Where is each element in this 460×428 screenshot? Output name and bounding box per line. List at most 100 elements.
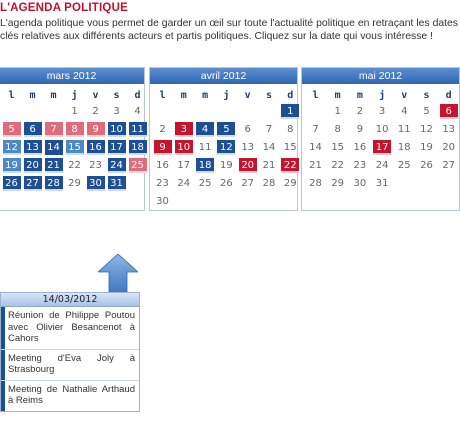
arrow-up-icon bbox=[98, 254, 138, 294]
calendar-day-event[interactable]: 21 bbox=[44, 158, 63, 173]
calendar-day-event[interactable]: 12 bbox=[2, 140, 21, 155]
calendar-day: 30 bbox=[156, 196, 169, 207]
calendar-day: 16 bbox=[156, 160, 169, 171]
calendar-day: 12 bbox=[420, 124, 433, 135]
event-marker bbox=[1, 307, 5, 349]
calendar-day: 22 bbox=[331, 160, 345, 171]
calendar-day: 3 bbox=[378, 106, 386, 117]
weekday-label: m bbox=[180, 90, 187, 101]
selected-date: 14/03/2012 bbox=[1, 293, 139, 307]
calendar-day: 6 bbox=[244, 124, 251, 135]
calendar-day-event[interactable]: 24 bbox=[107, 158, 126, 173]
calendar-day: 26 bbox=[420, 160, 433, 171]
calendar-day: 11 bbox=[198, 142, 212, 153]
calendar-day: 7 bbox=[265, 124, 273, 135]
calendar-day-event[interactable]: 30 bbox=[86, 176, 105, 191]
calendar-day-event[interactable]: 31 bbox=[107, 176, 126, 191]
weekday-label: d bbox=[134, 90, 141, 101]
calendar-day-event[interactable]: 18 bbox=[128, 140, 147, 155]
calendar-day: 26 bbox=[220, 178, 233, 189]
calendar-day: 19 bbox=[420, 142, 433, 153]
calendar-day-event[interactable]: 6 bbox=[439, 104, 458, 119]
month-header: mars 2012 bbox=[0, 68, 144, 84]
calendar-day-event[interactable]: 28 bbox=[44, 176, 63, 191]
calendar-day: 29 bbox=[283, 178, 297, 189]
page-title: L'AGENDA POLITIQUE bbox=[0, 2, 128, 14]
calendar-day-event[interactable]: 20 bbox=[238, 158, 257, 173]
calendar-day-event[interactable]: 6 bbox=[23, 122, 42, 137]
calendar-day-event[interactable]: 14 bbox=[42, 138, 65, 157]
calendar-day: 24 bbox=[375, 160, 389, 171]
calendar-day-event[interactable]: 18 bbox=[196, 158, 215, 173]
event-text: Réunion de Philippe Poutou avec Olivier … bbox=[8, 310, 135, 344]
calendar-day: 23 bbox=[353, 160, 367, 171]
weekday-label: s bbox=[113, 90, 120, 101]
event-text: Meeting de Nathalie Arthaud à Reims bbox=[8, 383, 135, 407]
calendar-day-event[interactable]: 8 bbox=[65, 122, 84, 137]
calendar-day-event[interactable]: 26 bbox=[2, 176, 21, 191]
calendar-day: 27 bbox=[241, 178, 255, 189]
event-item[interactable]: Réunion de Philippe Poutou avec Olivier … bbox=[1, 307, 139, 350]
calendar-day-event[interactable]: 7 bbox=[44, 122, 63, 137]
calendar-day: 29 bbox=[68, 178, 81, 189]
calendar-day-event[interactable]: 9 bbox=[153, 140, 172, 155]
calendar-day-event[interactable]: 3 bbox=[174, 122, 193, 137]
calendar-april: avril 2012 l m m j v s d 1 2 3 4 5 6 7 8 9 10 11 12 13 14 15 1… bbox=[149, 67, 300, 211]
calendar-day: 1 bbox=[71, 106, 78, 117]
calendar-day: 11 bbox=[397, 124, 411, 135]
calendar-day-event[interactable]: 27 bbox=[23, 176, 42, 191]
calendar-day: 20 bbox=[442, 142, 456, 153]
calendar-day: 17 bbox=[177, 160, 191, 171]
calendar-day-event[interactable]: 5 bbox=[2, 122, 21, 137]
calendar-day: 2 bbox=[159, 124, 166, 135]
calendar-day: 7 bbox=[312, 124, 319, 135]
calendar-day-event[interactable]: 12 bbox=[217, 140, 236, 155]
calendar-day-event[interactable]: 10 bbox=[174, 140, 193, 155]
calendar-day-event[interactable]: 25 bbox=[128, 158, 147, 173]
weekday-label: l bbox=[159, 90, 166, 101]
calendar-day: 23 bbox=[89, 160, 102, 171]
calendar-day-event[interactable]: 4 bbox=[196, 122, 215, 137]
calendar-day: 2 bbox=[356, 106, 364, 117]
calendar-day-event[interactable]: 19 bbox=[2, 158, 21, 173]
calendar-day: 30 bbox=[353, 178, 367, 189]
event-marker bbox=[1, 349, 5, 380]
calendar-day-event[interactable]: 20 bbox=[23, 158, 42, 173]
weekday-label: d bbox=[287, 90, 294, 101]
calendar-day: 16 bbox=[353, 142, 367, 153]
calendar-day-event[interactable]: 9 bbox=[86, 122, 105, 137]
calendar-day: 27 bbox=[442, 160, 456, 171]
event-item[interactable]: Meeting de Nathalie Arthaud à Reims bbox=[1, 380, 139, 411]
weekday-label: m bbox=[202, 90, 209, 101]
calendar-day: 15 bbox=[283, 142, 297, 153]
calendar-day: 14 bbox=[309, 142, 322, 153]
weekday-label: v bbox=[401, 90, 408, 101]
calendar-day: 21 bbox=[309, 160, 322, 171]
weekday-label: l bbox=[8, 90, 15, 101]
calendar-day-event[interactable]: 13 bbox=[23, 140, 42, 155]
calendar-day: 3 bbox=[113, 106, 120, 117]
calendar-day: 4 bbox=[401, 106, 408, 117]
calendar-day: 1 bbox=[334, 106, 341, 117]
calendar-day-event[interactable]: 22 bbox=[281, 158, 300, 173]
calendar-day: 14 bbox=[262, 142, 276, 153]
event-item[interactable]: Meeting d'Eva Joly à Strasbourg bbox=[1, 349, 139, 381]
calendar-day: 25 bbox=[198, 178, 212, 189]
calendar-day-event[interactable]: 1 bbox=[281, 104, 300, 119]
calendar-day-event[interactable]: 16 bbox=[86, 140, 105, 155]
calendar-day-event[interactable]: 11 bbox=[128, 122, 147, 137]
weekday-label: j bbox=[71, 90, 78, 101]
calendar-day: 19 bbox=[220, 160, 233, 171]
calendar-day-event[interactable]: 17 bbox=[107, 140, 126, 155]
calendar-day-event[interactable]: 10 bbox=[107, 122, 126, 137]
calendar-day-event[interactable]: 17 bbox=[373, 140, 392, 155]
calendar-day: 31 bbox=[375, 178, 389, 189]
weekday-label: m bbox=[29, 90, 36, 101]
calendar-day-event[interactable]: 15 bbox=[65, 140, 84, 155]
calendar-day: 28 bbox=[262, 178, 276, 189]
calendar-day: 2 bbox=[92, 106, 99, 117]
calendar-day-event[interactable]: 5 bbox=[217, 122, 236, 137]
calendar-day: 9 bbox=[356, 124, 364, 135]
calendar-may: mai 2012 l m m j v s d 1 2 3 4 5 6 7 8 9 10 11 12 13 14 15 16 1… bbox=[301, 67, 460, 211]
calendar-day: 18 bbox=[397, 142, 411, 153]
